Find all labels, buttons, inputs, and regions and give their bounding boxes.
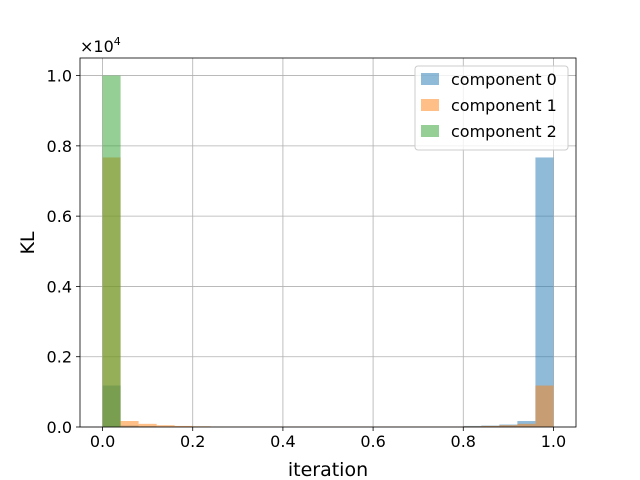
- x-tick-label: 1.0: [541, 432, 566, 451]
- y-tick-label: 0.2: [47, 348, 72, 367]
- y-axis-label: KL: [17, 231, 39, 254]
- y-tick-label: 0.8: [47, 137, 72, 156]
- y-tick-label: 0.4: [47, 277, 72, 296]
- histogram-bar-component-1: [156, 425, 175, 427]
- histogram-bar-component-1: [517, 423, 536, 427]
- legend-box: [414, 65, 569, 151]
- x-tick-label: 0.0: [90, 432, 115, 451]
- legend: component 0 component 1 component 2: [414, 65, 569, 151]
- histogram-bar-component-1: [174, 425, 193, 427]
- legend-entry-component-1: component 1: [451, 96, 557, 115]
- legend-entry-component-2: component 2: [451, 122, 557, 141]
- y-tick-label: 1.0: [47, 67, 72, 86]
- y-offset-exponent: 4: [114, 35, 121, 48]
- histogram-bar-component-2: [102, 75, 121, 428]
- y-tick-label: 0.0: [47, 418, 72, 437]
- legend-swatch-component-2: [421, 125, 439, 137]
- histogram-bar-component-1: [481, 425, 500, 427]
- histogram-bar-component-1: [120, 421, 139, 427]
- legend-swatch-component-0: [421, 73, 439, 85]
- histogram-bar-component-1: [535, 385, 554, 427]
- histogram-bar-component-1: [499, 425, 518, 427]
- y-offset-base: ×10: [80, 37, 114, 56]
- legend-entry-component-0: component 0: [451, 70, 557, 89]
- axis-ticks: 0.0 0.2 0.4 0.6 0.8 1.0 0.0 0.2 0.4 0.6 0.8 1.0: [47, 67, 567, 451]
- plot-frame: [79, 57, 577, 428]
- legend-swatch-component-1: [421, 99, 439, 111]
- y-tick-label: 0.6: [47, 207, 72, 226]
- x-tick-label: 0.8: [451, 432, 476, 451]
- histogram-bar-component-1: [138, 423, 157, 427]
- y-offset-label: ×104: [80, 35, 121, 56]
- x-tick-label: 0.6: [360, 432, 385, 451]
- x-tick-label: 0.2: [180, 432, 205, 451]
- histogram-bar-component-0: [535, 157, 554, 427]
- x-tick-label: 0.4: [270, 432, 295, 451]
- x-axis-label: iteration: [288, 459, 368, 480]
